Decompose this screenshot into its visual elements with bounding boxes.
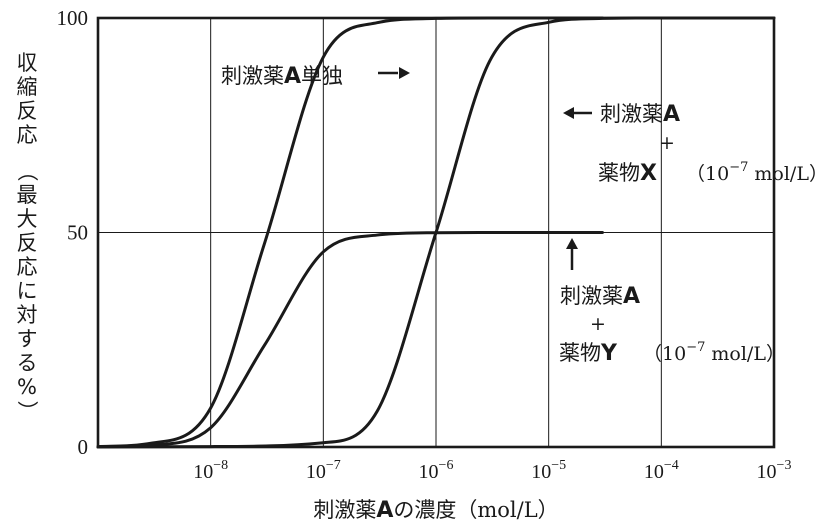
annotation-y-conc: （10−7 mol/L） (643, 340, 785, 365)
annotation-y-line1: 刺激薬A (560, 284, 640, 309)
x-tick-label-2: 10−6 (419, 458, 454, 483)
y-axis-label-char: 応 (17, 123, 38, 147)
x-axis-label: 刺激薬Aの濃度（mol/L） (313, 498, 558, 523)
y-tick-label-0: 0 (78, 435, 89, 459)
x-tick-label-4: 10−4 (644, 458, 679, 483)
x-tick-label-3: 10−5 (531, 458, 566, 483)
x-tick-label-0: 10−8 (193, 458, 228, 483)
annotation-y-line3: 薬物Y (559, 341, 618, 366)
annotation-x-arrowhead (563, 107, 574, 119)
tick-labels: 10−8 10−7 10−6 10−5 10−4 10−3 0 50 100 (57, 6, 792, 483)
annotation-x-plus: + (659, 132, 675, 154)
annotation-x-conc: （10−7 mol/L） (686, 160, 828, 185)
y-axis-label-char: 収 (17, 51, 38, 75)
y-axis-label-paren-char: 最 (17, 183, 38, 207)
y-axis-label-paren-char: す (17, 327, 38, 351)
annotation-a-plus-x: 刺激薬A +薬物X （10−7 mol/L） (563, 102, 828, 186)
x-tick-label-5: 10−3 (757, 458, 792, 483)
y-axis-label-paren-char: 反 (17, 231, 38, 255)
series-line-2 (96, 231, 604, 449)
y-axis-label-paren-char: 応 (17, 255, 38, 279)
y-axis-label-paren-char: （ (15, 161, 39, 182)
y-axis-label-paren-char: に (17, 279, 38, 303)
x-tick-label-1: 10−7 (306, 458, 341, 483)
plot-frame (96, 16, 776, 449)
y-axis-label-char: 反 (17, 99, 38, 123)
plot-border (96, 16, 776, 449)
y-axis-label-char: 縮 (17, 75, 38, 99)
y-axis-label-paren-char: 対 (17, 303, 38, 327)
y-axis-label-paren-char: 大 (17, 207, 38, 231)
annotation-a-plus-y: 刺激薬A + 薬物Y （10−7 mol/L） (559, 238, 785, 366)
annotation-a-alone-label: 刺激薬A単独 (221, 64, 343, 89)
y-axis-label-paren-char: ） (15, 401, 39, 422)
annotation-y-plus: + (590, 313, 606, 335)
annotation-x-line1: 刺激薬A (600, 102, 680, 127)
y-axis-label-paren-char: % (17, 375, 37, 399)
annotation-a-alone: 刺激薬A単独 (221, 64, 410, 89)
annotation-x-line3: 薬物X (598, 161, 657, 186)
y-axis-label-paren-char: る (17, 351, 38, 375)
y-tick-label-2: 100 (57, 6, 89, 30)
y-tick-label-1: 50 (67, 221, 88, 245)
annotation-a-alone-arrowhead (399, 67, 410, 79)
annotation-y-arrowhead (566, 238, 578, 249)
